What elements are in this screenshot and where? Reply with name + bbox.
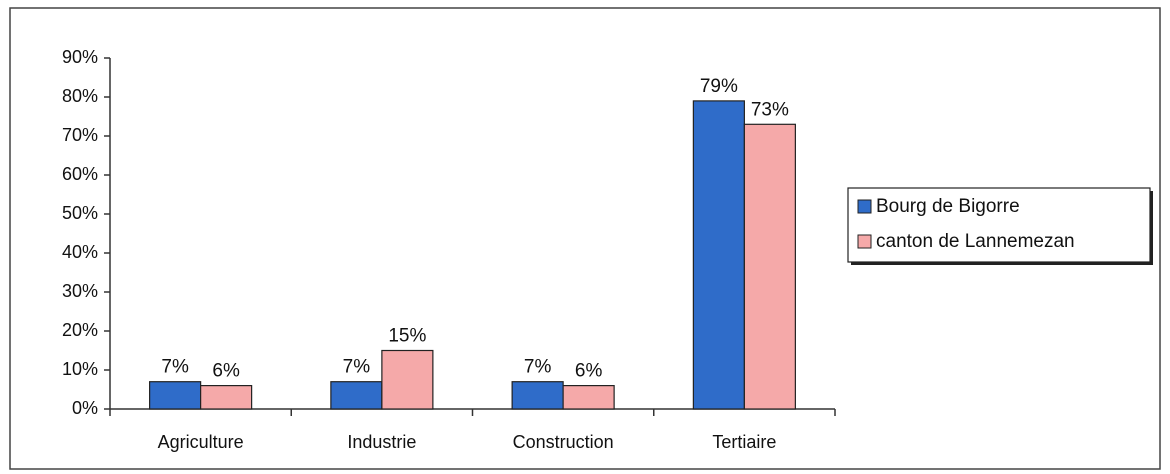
bar	[511, 381, 564, 410]
y-tick-label: 90%	[62, 47, 98, 67]
legend-label: canton de Lannemezan	[876, 231, 1075, 252]
legend-swatch	[857, 234, 872, 249]
legend-box	[847, 187, 1151, 263]
y-tick-label: 10%	[62, 359, 98, 379]
y-tick-label: 40%	[62, 242, 98, 262]
y-tick-label: 20%	[62, 320, 98, 340]
bar	[330, 381, 383, 410]
data-label: 7%	[343, 357, 371, 378]
y-tick-label: 50%	[62, 203, 98, 223]
y-tick-label: 70%	[62, 125, 98, 145]
x-tick-label: Tertiaire	[712, 432, 776, 452]
data-label: 6%	[575, 361, 603, 382]
y-tick-label: 30%	[62, 281, 98, 301]
y-tick-label: 60%	[62, 164, 98, 184]
data-label: 79%	[700, 76, 738, 97]
bar	[381, 349, 434, 410]
bar	[692, 100, 745, 410]
data-label: 73%	[751, 99, 789, 120]
bar	[562, 385, 615, 410]
y-tick-label: 80%	[62, 86, 98, 106]
data-label: 7%	[524, 357, 552, 378]
data-label: 6%	[212, 361, 240, 382]
legend-label: Bourg de Bigorre	[876, 196, 1020, 217]
x-tick-label: Industrie	[347, 432, 416, 452]
legend-swatch	[857, 199, 872, 214]
bar	[200, 385, 253, 410]
y-tick-label: 0%	[72, 398, 98, 418]
bar	[149, 381, 202, 410]
bar	[743, 123, 796, 410]
data-label: 15%	[388, 326, 426, 347]
x-tick-label: Construction	[513, 432, 614, 452]
data-label: 7%	[161, 357, 189, 378]
x-tick-label: Agriculture	[158, 432, 244, 452]
